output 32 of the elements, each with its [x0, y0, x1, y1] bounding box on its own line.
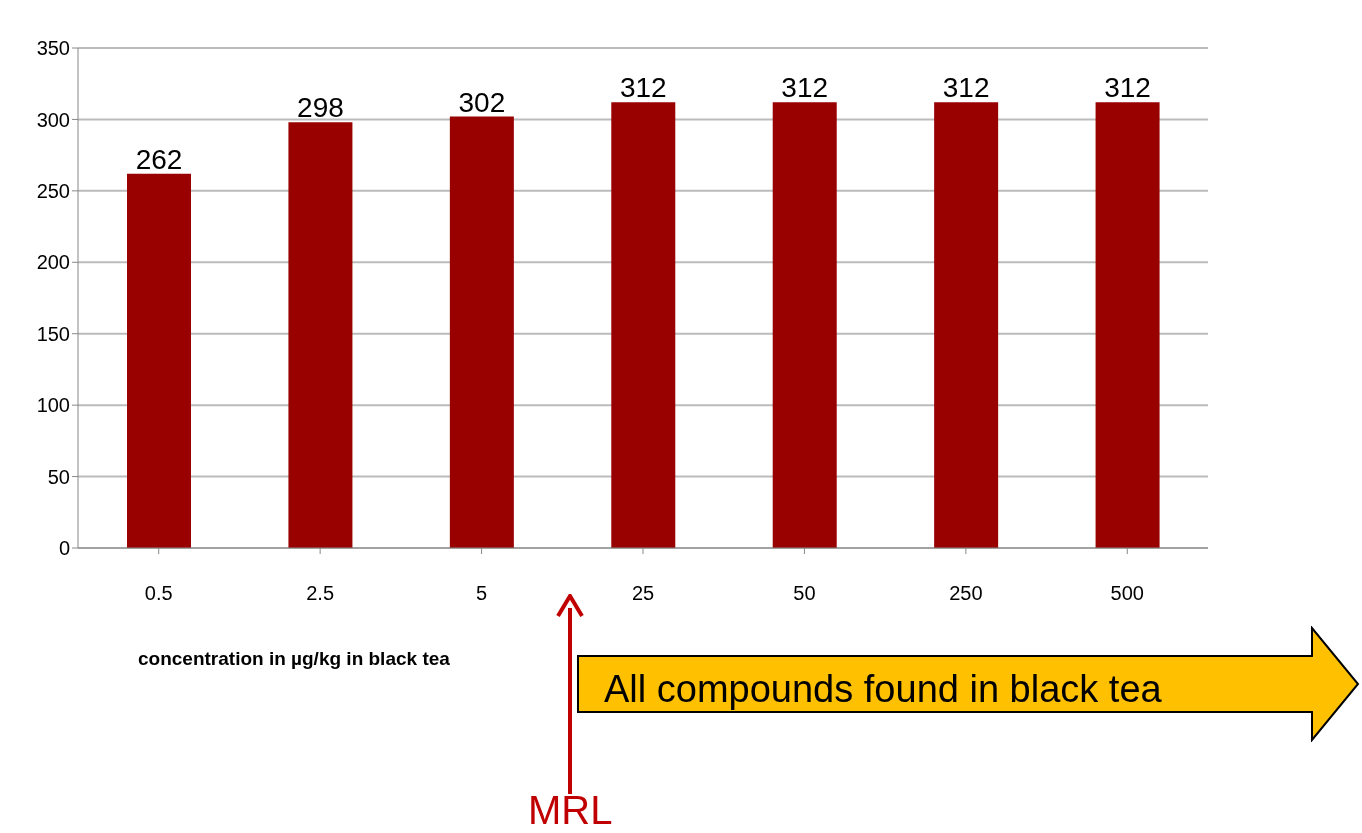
y-tick-label: 250: [36, 179, 70, 202]
x-tick-label: 50: [793, 582, 816, 605]
x-tick-label: 250: [949, 582, 983, 605]
y-tick-label: 0: [58, 537, 70, 560]
x-tick-label: 0.5: [144, 582, 173, 605]
bar: [449, 116, 514, 548]
y-tick-label: 300: [36, 108, 70, 131]
bar: [288, 122, 353, 548]
x-tick-label: 2.5: [306, 582, 335, 605]
data-label: 312: [1104, 72, 1151, 104]
bar: [772, 102, 837, 548]
data-label: 262: [135, 143, 183, 175]
data-label: 302: [458, 86, 506, 118]
y-tick-label: 200: [36, 251, 70, 274]
y-tick-label: 50: [47, 465, 70, 488]
data-label: 298: [297, 92, 344, 124]
y-tick-label: 100: [36, 394, 70, 417]
y-tick-label: 350: [36, 37, 70, 60]
data-label: 312: [942, 72, 990, 104]
bar: [1095, 102, 1160, 548]
data-label: 312: [781, 72, 829, 104]
data-label: 312: [619, 72, 667, 104]
x-tick-label: 5: [476, 582, 488, 605]
bar: [127, 173, 191, 548]
text: All compounds found in black tea: [604, 668, 1162, 711]
text: MRL: [528, 788, 613, 833]
y-tick-label: 150: [36, 322, 70, 345]
x-tick-label: 25: [631, 582, 655, 605]
x-tick-label: 500: [1110, 582, 1144, 605]
bar: [611, 102, 676, 548]
x-axis-title: concentration in µg/kg in black tea: [138, 648, 450, 670]
bar: [934, 102, 999, 548]
